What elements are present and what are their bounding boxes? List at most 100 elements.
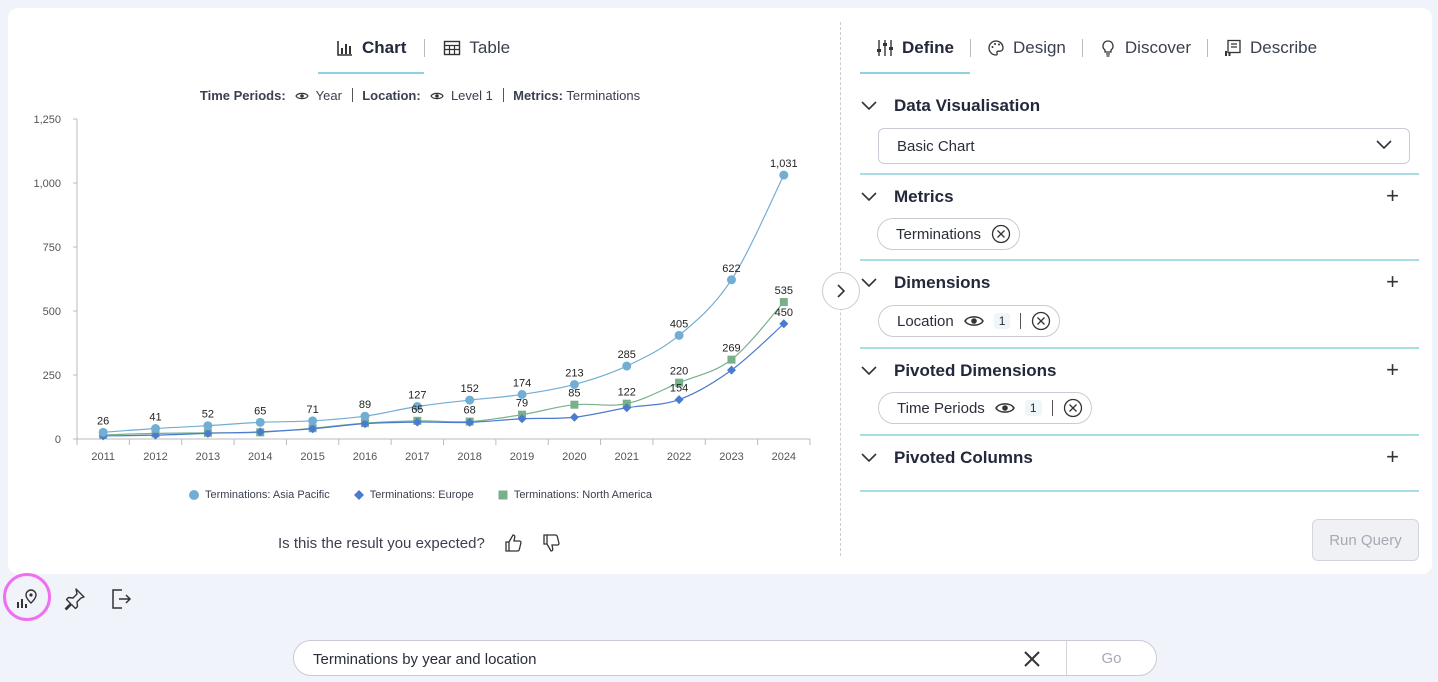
chart-legend: Terminations: Asia Pacific Terminations:…: [0, 489, 840, 504]
data-point: [465, 395, 475, 405]
visualisation-select[interactable]: Basic Chart: [878, 128, 1410, 164]
data-point: [570, 400, 579, 409]
tab-design-label: Design: [1012, 38, 1066, 57]
section-title: Metrics: [894, 187, 954, 206]
add-pivoted-dimension-icon[interactable]: +: [1386, 357, 1399, 382]
x-tick-label: 2012: [143, 451, 167, 463]
section-header[interactable]: Pivoted Dimensions: [860, 361, 1056, 381]
data-label: 65: [254, 405, 266, 417]
x-tick-label: 2013: [196, 451, 220, 463]
remove-circle-icon[interactable]: [1063, 398, 1083, 418]
add-pivoted-column-icon[interactable]: +: [1386, 444, 1399, 469]
count-badge: 1: [993, 313, 1011, 329]
pin-icon[interactable]: [62, 587, 86, 611]
chevron-down-icon: [861, 278, 877, 288]
data-point: [517, 414, 527, 424]
square-marker-icon: [498, 490, 508, 500]
section-pivoted-dimensions: Pivoted Dimensions +: [860, 349, 1419, 436]
tab-table-label: Table: [469, 38, 511, 57]
thumbs-up-icon[interactable]: [503, 533, 523, 553]
data-point: [675, 378, 684, 387]
series-line: [103, 174, 785, 433]
section-dimensions: Dimensions +: [860, 261, 1419, 349]
tab-chart[interactable]: Chart: [318, 28, 425, 74]
data-label: 405: [670, 318, 688, 330]
metrics-label: Metrics:: [513, 88, 563, 103]
data-point: [255, 417, 265, 427]
section-header[interactable]: Data Visualisation: [860, 96, 1040, 116]
data-label: 450: [775, 307, 793, 319]
eye-icon[interactable]: [994, 401, 1015, 415]
section-header[interactable]: Pivoted Columns: [860, 448, 1033, 468]
data-point: [517, 389, 527, 399]
line-chart: 0 250 500 750 1,000 1,250 2011 2012 2013 2014 2015…: [33, 114, 811, 463]
export-icon[interactable]: [109, 587, 133, 611]
data-point: [203, 421, 213, 431]
remove-circle-icon[interactable]: [991, 224, 1011, 244]
tab-separator: [424, 39, 426, 57]
y-tick-label: 1,250: [33, 114, 61, 126]
section-header[interactable]: Metrics: [860, 187, 954, 207]
data-point: [674, 395, 684, 405]
add-metric-icon[interactable]: +: [1386, 183, 1399, 208]
data-label: 1,031: [770, 158, 798, 170]
tab-discover[interactable]: Discover: [1083, 28, 1207, 74]
clear-icon[interactable]: [1022, 649, 1042, 669]
x-tick-label: 2014: [248, 451, 272, 463]
metric-chip[interactable]: Terminations: [877, 218, 1021, 250]
data-label: 174: [513, 377, 531, 389]
visualisation-value: Basic Chart: [897, 138, 975, 155]
data-point: [360, 419, 370, 429]
legend-item-asia-pacific[interactable]: Terminations: Asia Pacific: [188, 489, 330, 501]
go-button[interactable]: Go: [1066, 641, 1156, 675]
palette-icon: [987, 39, 1005, 57]
chevron-right-icon: [837, 284, 846, 298]
section-title: Pivoted Dimensions: [894, 361, 1057, 380]
section-header[interactable]: Dimensions: [860, 273, 990, 293]
y-tick-label: 500: [43, 306, 61, 318]
thumbs-down-icon[interactable]: [541, 533, 561, 553]
legend-item-europe[interactable]: Terminations: Europe: [353, 489, 474, 501]
data-label: 89: [359, 399, 371, 411]
pivoted-dimension-chip[interactable]: Time Periods 1: [878, 392, 1092, 424]
diamond-marker-icon: [353, 490, 364, 500]
chip-label: Terminations: [896, 225, 982, 243]
legend-item-north-america[interactable]: Terminations: North America: [497, 489, 652, 501]
tab-discover-label: Discover: [1124, 38, 1192, 57]
data-label: 65: [411, 404, 423, 416]
remove-circle-icon[interactable]: [1031, 311, 1051, 331]
data-label: 71: [306, 404, 318, 416]
data-label: 285: [618, 349, 636, 361]
x-tick-label: 2021: [615, 451, 639, 463]
x-tick-label: 2017: [405, 451, 429, 463]
time-periods-value: Year: [315, 88, 342, 103]
run-query-button[interactable]: Run Query: [1312, 519, 1419, 561]
expand-panel-button[interactable]: [822, 272, 860, 310]
insight-icon[interactable]: [15, 587, 39, 611]
dimension-chip[interactable]: Location 1: [878, 305, 1061, 337]
tab-design[interactable]: Design: [971, 28, 1082, 74]
tab-describe[interactable]: Describe: [1208, 28, 1333, 74]
x-tick-label: 2019: [510, 451, 534, 463]
tab-chart-label: Chart: [362, 38, 407, 57]
tab-table[interactable]: Table: [425, 28, 528, 74]
tab-define[interactable]: Define: [860, 28, 970, 74]
lightbulb-icon: [1099, 39, 1117, 57]
data-label: 220: [670, 366, 688, 378]
eye-icon[interactable]: [295, 91, 309, 101]
data-point: [412, 417, 422, 427]
section-metrics: Metrics +: [860, 175, 1419, 261]
data-label: 68: [464, 405, 476, 417]
tab-describe-label: Describe: [1250, 38, 1318, 57]
data-point: [151, 430, 161, 440]
add-dimension-icon[interactable]: +: [1386, 269, 1399, 294]
query-input[interactable]: Terminations by year and location: [313, 651, 537, 668]
report-icon: [1224, 39, 1242, 57]
table-icon: [443, 39, 461, 57]
tab-separator: [1207, 39, 1209, 57]
feedback-question: Is this the result you expected?: [278, 534, 485, 552]
eye-icon[interactable]: [963, 314, 984, 328]
data-point: [726, 275, 736, 285]
eye-icon[interactable]: [430, 91, 445, 101]
data-point: [779, 319, 789, 329]
